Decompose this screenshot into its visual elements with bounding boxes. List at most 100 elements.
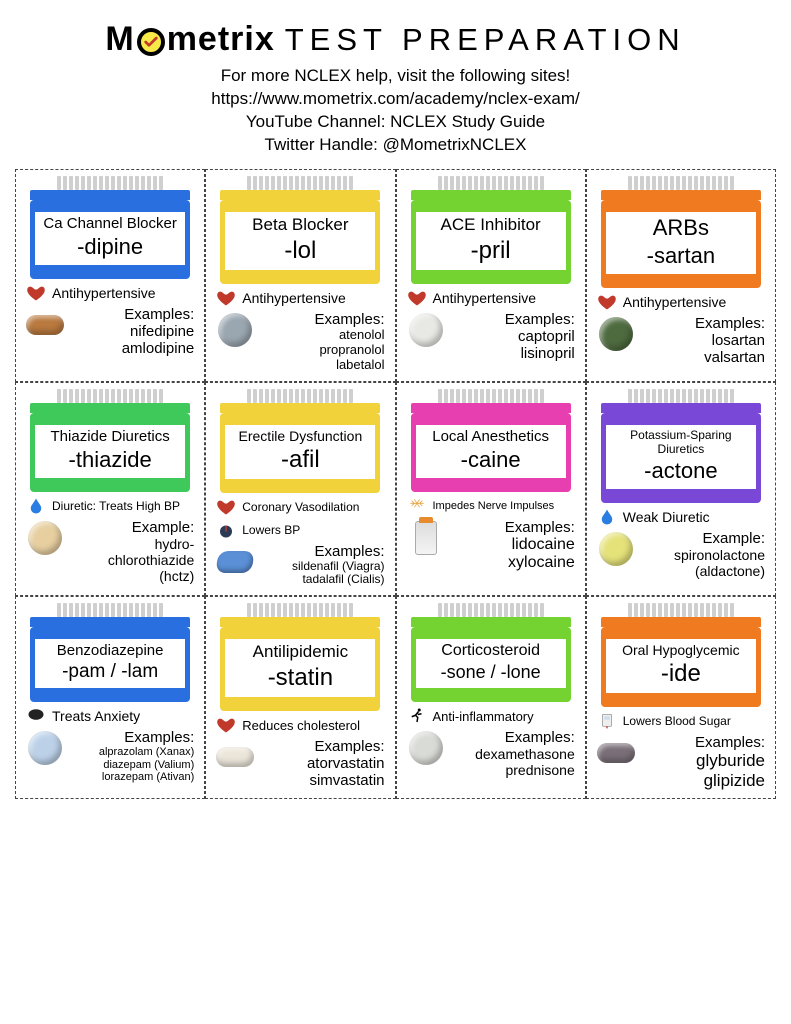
- pill-bottle-icon: Corticosteroid -sone / -lone: [411, 603, 571, 702]
- pill-icon: [597, 734, 635, 772]
- pill-icon: [26, 306, 64, 344]
- drug-suffix: -thiazide: [39, 447, 181, 473]
- action-text: Lowers Blood Sugar: [623, 714, 731, 728]
- bottle-label: Thiazide Diuretics -thiazide: [35, 421, 185, 482]
- drop-icon: [26, 496, 46, 516]
- bottle-cap-band: [30, 403, 190, 413]
- examples-title: Examples:: [262, 311, 384, 328]
- brand-right: metrix: [167, 20, 275, 59]
- example-item: sildenafil (Viagra): [262, 560, 384, 574]
- meter-icon: [597, 711, 617, 731]
- drug-suffix: -sartan: [610, 243, 752, 269]
- bottle-cap-ridges: [601, 603, 761, 617]
- bottle-cap-band: [220, 403, 380, 413]
- bottle-body: Thiazide Diuretics -thiazide: [30, 413, 190, 492]
- action-row: Lowers BP: [216, 520, 384, 540]
- examples-block: Examples: captoprillisinopril: [453, 311, 575, 363]
- pill-bottle-icon: Thiazide Diuretics -thiazide: [30, 389, 190, 492]
- page-header: M metrix TEST PREPARATION For more NCLEX…: [15, 20, 776, 157]
- drug-card: Ca Channel Blocker -dipine Antihypertens…: [15, 169, 205, 382]
- pill-icon: [216, 311, 254, 349]
- bottle-cap-ridges: [30, 389, 190, 403]
- bottle-cap-ridges: [30, 603, 190, 617]
- bottle-label: Beta Blocker -lol: [225, 208, 375, 274]
- pill-icon: [26, 729, 64, 767]
- drug-suffix: -ide: [610, 660, 752, 688]
- card-details: Anti-inflammatory Examples: dexamethason…: [401, 706, 581, 778]
- example-item: prednisone: [453, 762, 575, 778]
- bottle-cap-ridges: [601, 389, 761, 403]
- bottle-body: Corticosteroid -sone / -lone: [411, 627, 571, 702]
- examples-block: Examples: alprazolam (Xanax)diazepam (Va…: [72, 729, 194, 784]
- drug-suffix: -lol: [229, 237, 371, 265]
- drug-card: Benzodiazepine -pam / -lam Treats Anxiet…: [15, 596, 205, 799]
- examples-list: atenololpropranolollabetalol: [262, 328, 384, 373]
- drug-class-name: Potassium-Sparing Diuretics: [610, 428, 752, 456]
- examples-block: Example: hydro-chlorothiazide(hctz): [72, 519, 194, 584]
- pill-icon: [216, 738, 254, 776]
- bottle-label: Benzodiazepine -pam / -lam: [35, 635, 185, 692]
- card-grid: Ca Channel Blocker -dipine Antihypertens…: [15, 169, 776, 800]
- card-details: Antihypertensive Examples: nifedipineaml…: [20, 283, 200, 358]
- drug-suffix: -sone / -lone: [420, 662, 562, 683]
- action-row: Anti-inflammatory: [407, 706, 575, 726]
- heart-icon: [597, 292, 617, 312]
- pill-bottle-icon: ARBs -sartan: [601, 176, 761, 288]
- example-item: atenolol: [262, 328, 384, 343]
- drug-class-name: Antilipidemic: [229, 642, 371, 662]
- bottle-cap-ridges: [601, 176, 761, 190]
- bottle-body: Beta Blocker -lol: [220, 200, 380, 284]
- examples-list: nifedipineamlodipine: [72, 323, 194, 358]
- bottle-body: Benzodiazepine -pam / -lam: [30, 627, 190, 702]
- pill-bottle-icon: Potassium-Sparing Diuretics -actone: [601, 389, 761, 503]
- example-item: losartan: [643, 332, 765, 349]
- drug-suffix: -actone: [610, 458, 752, 484]
- example-item: amlodipine: [72, 340, 194, 357]
- pill-bottle-icon: Antilipidemic -statin: [220, 603, 380, 711]
- drug-class-name: Benzodiazepine: [39, 642, 181, 659]
- action-row: Coronary Vasodilation: [216, 497, 384, 517]
- header-line: https://www.mometrix.com/academy/nclex-e…: [15, 88, 776, 111]
- check-circle-icon: [137, 28, 165, 56]
- bottle-cap-band: [411, 190, 571, 200]
- heart-icon: [216, 288, 236, 308]
- examples-list: captoprillisinopril: [453, 328, 575, 363]
- example-item: tadalafil (Cialis): [262, 573, 384, 587]
- header-line: For more NCLEX help, visit the following…: [15, 65, 776, 88]
- drug-card: Oral Hypoglycemic -ide Lowers Blood Suga…: [586, 596, 776, 799]
- pill-bottle-icon: Beta Blocker -lol: [220, 176, 380, 284]
- bottle-cap-band: [411, 617, 571, 627]
- examples-row: Examples: captoprillisinopril: [407, 311, 575, 363]
- examples-list: hydro-chlorothiazide(hctz): [72, 536, 194, 584]
- drug-card: Local Anesthetics -caine Impedes Nerve I…: [396, 382, 586, 597]
- example-item: (aldactone): [643, 563, 765, 579]
- action-row: Antihypertensive: [597, 292, 765, 312]
- examples-list: atorvastatinsimvastatin: [262, 755, 384, 790]
- drop-icon: [597, 507, 617, 527]
- runner-icon: [407, 706, 427, 726]
- example-item: lorazepam (Ativan): [72, 771, 194, 784]
- pill-bottle-icon: Erectile Dysfunction -afil: [220, 389, 380, 493]
- action-text: Antihypertensive: [52, 285, 156, 301]
- examples-row: Examples: sildenafil (Viagra)tadalafil (…: [216, 543, 384, 588]
- examples-list: sildenafil (Viagra)tadalafil (Cialis): [262, 560, 384, 588]
- action-row: Diuretic: Treats High BP: [26, 496, 194, 516]
- pill-icon: [407, 519, 445, 557]
- examples-title: Examples:: [453, 519, 575, 536]
- drug-card: Potassium-Sparing Diuretics -actone Weak…: [586, 382, 776, 597]
- example-item: labetalol: [262, 358, 384, 373]
- action-row: Lowers Blood Sugar: [597, 711, 765, 731]
- pill-icon: [26, 519, 64, 557]
- drug-card: Beta Blocker -lol Antihypertensive Examp…: [205, 169, 395, 382]
- example-item: glyburide: [643, 751, 765, 771]
- action-text: Antihypertensive: [433, 290, 537, 306]
- brain-icon: [26, 706, 46, 726]
- drug-card: ARBs -sartan Antihypertensive Examples: …: [586, 169, 776, 382]
- gauge-icon: [216, 520, 236, 540]
- drug-card: Thiazide Diuretics -thiazide Diuretic: T…: [15, 382, 205, 597]
- drug-suffix: -pam / -lam: [39, 661, 181, 683]
- bottle-cap-ridges: [220, 389, 380, 403]
- drug-card: Corticosteroid -sone / -lone Anti-inflam…: [396, 596, 586, 799]
- header-line: YouTube Channel: NCLEX Study Guide: [15, 111, 776, 134]
- examples-title: Examples:: [72, 306, 194, 323]
